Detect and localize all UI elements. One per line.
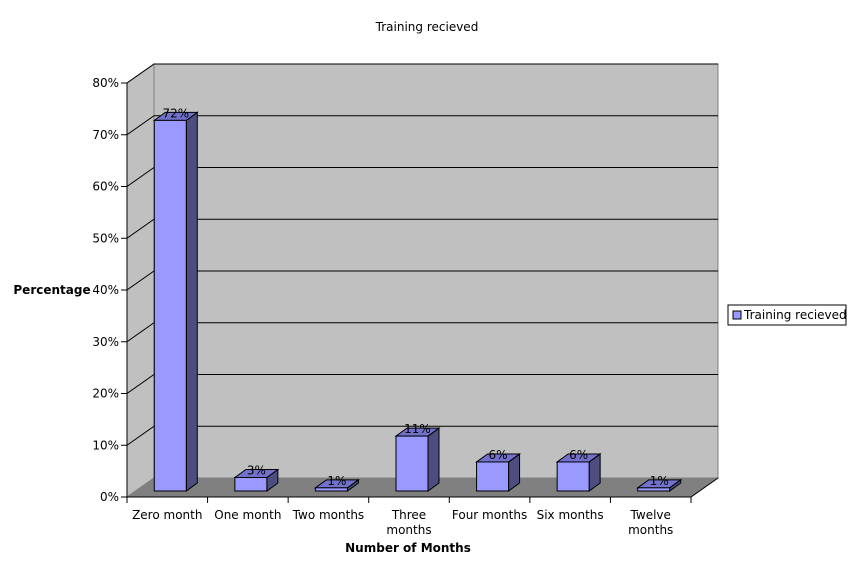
legend-label: Training recieved	[743, 308, 847, 322]
y-tick-label: 50%	[92, 231, 119, 245]
bars: 72% 3% 1% 11% 6% 6% 1%	[152, 106, 683, 492]
data-label: 6%	[569, 448, 588, 462]
data-label: 11%	[404, 422, 431, 436]
data-label: 72%	[162, 106, 189, 120]
y-axis-title: Percentage	[13, 283, 90, 297]
y-tick-label: 20%	[92, 387, 119, 401]
y-tick-label: 0%	[100, 490, 119, 504]
bar	[395, 435, 429, 492]
y-axis: 0% 10% 20% 30% 40% 50% 60% 70% 80%	[92, 76, 128, 504]
chart-title: Training recieved	[375, 20, 479, 34]
bar-side	[185, 111, 198, 492]
legend: Training recieved	[727, 304, 847, 326]
bar	[234, 476, 268, 492]
x-tick-label: months	[628, 523, 673, 537]
x-tick-label: Zero month	[132, 508, 202, 522]
y-tick-label: 10%	[92, 438, 119, 452]
y-tick-label: 60%	[92, 180, 119, 194]
y-tick-label: 80%	[92, 76, 119, 90]
gridline	[126, 115, 718, 136]
x-tick-label: Six months	[537, 508, 604, 522]
y-tick-label: 30%	[92, 335, 119, 349]
gridline	[126, 63, 718, 84]
x-tick-label: Three	[391, 508, 426, 522]
x-axis-depth-line	[690, 477, 719, 498]
data-label: 3%	[247, 463, 266, 477]
x-axis: Zero month One month Two months Threemonths…	[126, 477, 719, 537]
bar	[637, 487, 671, 492]
bar	[476, 461, 510, 492]
x-tick-label: months	[386, 523, 431, 537]
y-tick-label: 70%	[92, 128, 119, 142]
x-tick-label: One month	[214, 508, 281, 522]
bar-side	[427, 427, 440, 492]
bar	[556, 461, 590, 492]
y-tick-label: 40%	[92, 283, 119, 297]
data-label: 1%	[650, 474, 669, 488]
legend-swatch	[732, 310, 742, 320]
bar	[153, 119, 187, 492]
bar	[314, 487, 348, 492]
x-tick-label: Twelve	[630, 508, 671, 522]
x-tick-label: Four months	[452, 508, 527, 522]
data-label: 1%	[327, 474, 346, 488]
data-label: 6%	[489, 448, 508, 462]
legend-box	[727, 304, 847, 326]
x-tick-label: Two months	[292, 508, 365, 522]
x-axis-title: Number of Months	[345, 541, 471, 555]
